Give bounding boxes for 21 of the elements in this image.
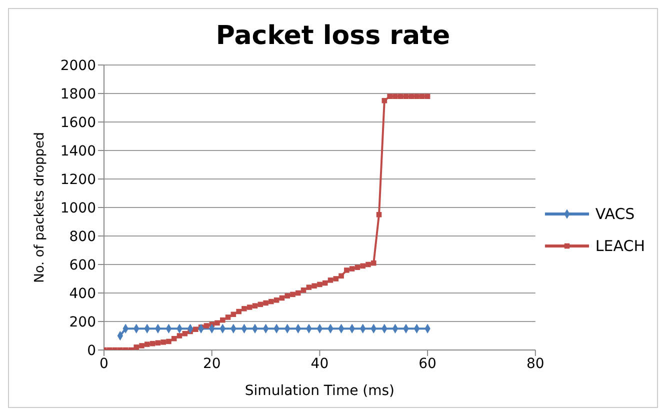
y-tick-label: 1800 — [60, 86, 96, 102]
x-tick-label: 0 — [100, 356, 108, 372]
y-tick-label: 1000 — [60, 200, 96, 216]
y-tick-label: 1200 — [60, 172, 96, 188]
y-tick-label: 600 — [69, 257, 96, 274]
y-tick-label: 1400 — [60, 143, 96, 160]
x-tick-label: 60 — [418, 356, 436, 372]
x-tick-label: 40 — [310, 356, 329, 372]
chart-title: Packet loss rate — [214, 21, 452, 53]
legend-label: VACS — [595, 205, 635, 223]
legend-label: LEACH — [595, 237, 645, 255]
x-tick-label: 20 — [202, 356, 221, 372]
y-tick-label: 0 — [87, 342, 96, 359]
x-tick-label: 80 — [526, 356, 544, 372]
y-tick-label: 800 — [69, 228, 96, 245]
y-tick-label: 200 — [69, 314, 96, 330]
y-axis-title: No. of packets dropped — [32, 132, 48, 283]
y-tick-label: 400 — [69, 286, 96, 302]
x-axis-title: Simulation Time (ms) — [244, 383, 394, 399]
y-tick-label: 1600 — [60, 114, 96, 131]
y-tick-label: 2000 — [60, 58, 96, 74]
